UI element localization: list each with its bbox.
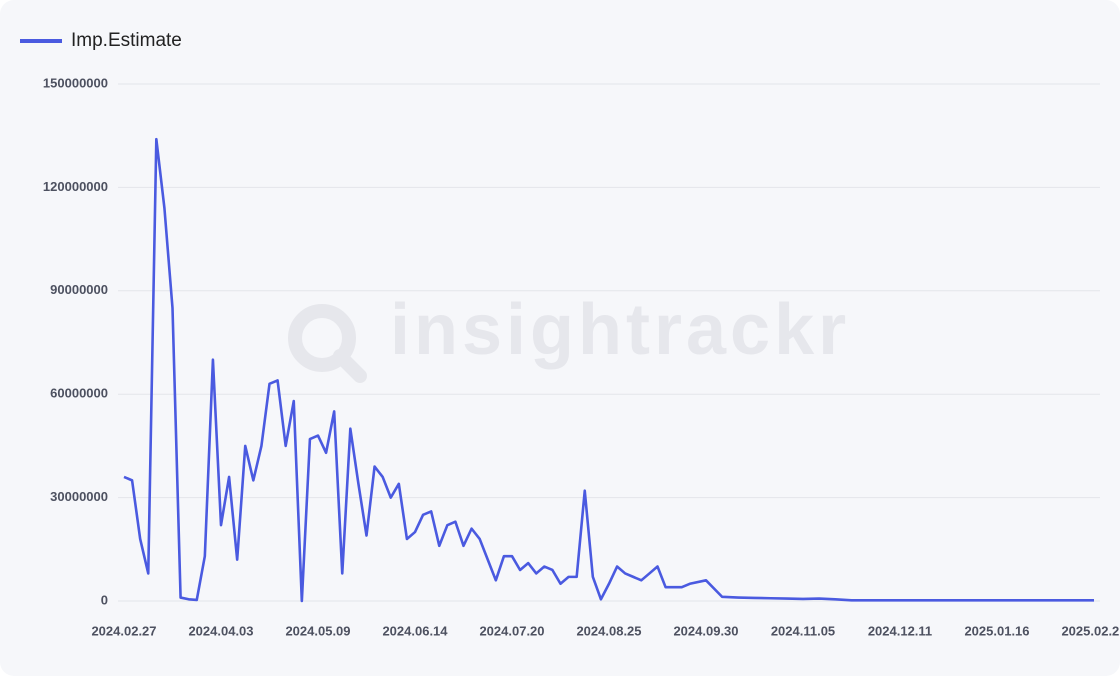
watermark-icon — [288, 304, 367, 383]
x-tick-label: 2024.08.25 — [576, 623, 641, 638]
y-tick-label: 0 — [101, 592, 108, 607]
y-tick-label: 30000000 — [50, 489, 108, 504]
x-tick-label: 2024.12.11 — [868, 623, 932, 638]
x-tick-label: 2025.02.21 — [1061, 623, 1120, 638]
y-tick-label: 120000000 — [43, 179, 108, 194]
x-tick-label: 2024.06.14 — [382, 623, 448, 638]
y-tick-label: 150000000 — [43, 75, 108, 90]
watermark: insightrackr — [390, 290, 850, 370]
x-tick-label: 2024.05.09 — [285, 623, 350, 638]
y-tick-label: 60000000 — [50, 386, 108, 401]
x-tick-label: 2024.04.03 — [188, 623, 253, 638]
x-tick-label: 2024.07.20 — [479, 623, 544, 638]
x-tick-label: 2024.09.30 — [673, 623, 738, 638]
y-tick-label: 90000000 — [50, 282, 108, 297]
legend-label: Imp.Estimate — [71, 30, 182, 51]
data-line — [123, 137, 1094, 603]
x-tick-label: 2025.01.16 — [964, 623, 1029, 638]
x-tick-label: 2024.11.05 — [771, 623, 835, 638]
x-tick-label: 2024.02.27 — [91, 623, 156, 638]
